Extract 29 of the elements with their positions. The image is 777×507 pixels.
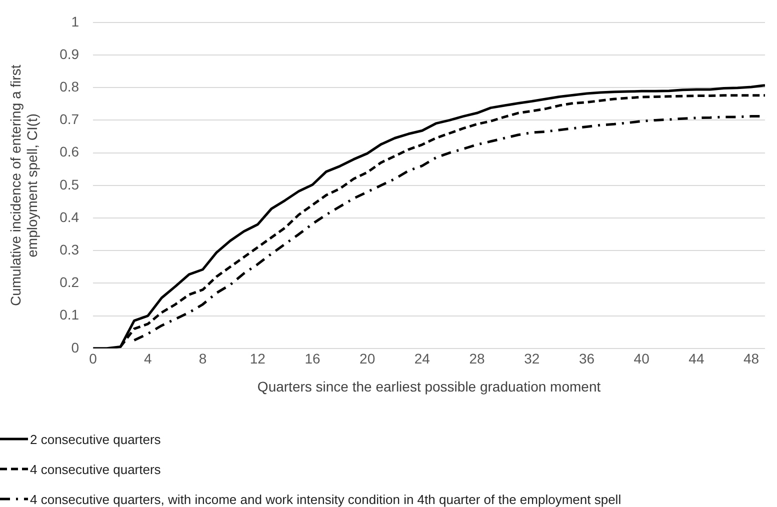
x-axis-title: Quarters since the earliest possible graduation moment: [257, 378, 601, 394]
legend-label: 2 consecutive quarters: [30, 432, 161, 446]
y-tick-label: 0.7: [60, 111, 80, 128]
y-tick-label: 0.2: [60, 274, 80, 290]
legend-label: 4 consecutive quarters, with income and work intensity condition in 4th quarter of the employment spell: [30, 492, 622, 506]
x-tick-label: 44: [688, 350, 704, 367]
x-tick-label: 16: [304, 350, 320, 367]
y-tick-label: 0.9: [60, 46, 80, 62]
x-tick-label: 20: [360, 350, 376, 367]
x-tick-label: 8: [198, 350, 207, 367]
y-tick-label: 0.1: [60, 306, 80, 323]
y-tick-label: 0.3: [60, 241, 80, 258]
x-tick-label: 28: [469, 350, 486, 367]
y-tick-label: 1: [71, 13, 80, 30]
x-tick-label: 32: [524, 350, 540, 367]
x-tick-label: 36: [578, 350, 595, 367]
y-axis-title: Cumulative incidence of entering a first employment spell, CI(t): [7, 64, 40, 306]
x-tick-label: 40: [634, 350, 650, 367]
y-tick-label: 0.5: [60, 176, 80, 192]
x-tick-label: 4: [144, 350, 152, 367]
x-tick-label: 24: [414, 350, 430, 367]
x-tick-label: 0: [89, 350, 98, 367]
y-tick-label: 0.8: [60, 78, 80, 94]
y-tick-label: 0.6: [60, 144, 80, 160]
y-tick-label: 0.4: [60, 208, 80, 225]
legend-label: 4 consecutive quarters: [30, 462, 161, 476]
x-tick-label: 48: [744, 350, 760, 367]
y-tick-label: 0: [71, 339, 80, 356]
x-tick-label: 12: [250, 350, 266, 367]
